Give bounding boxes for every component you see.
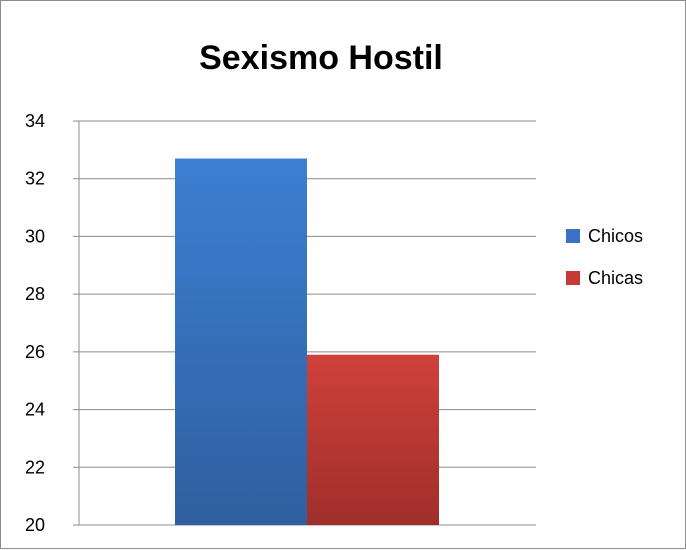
- legend-swatch-chicos: [566, 229, 580, 243]
- legend-item-chicas: Chicas: [566, 268, 643, 288]
- y-tick-label: 26: [25, 342, 45, 362]
- bar-chicas: [307, 354, 439, 525]
- legend-swatch-chicas: [566, 271, 580, 285]
- y-tick-label: 28: [25, 284, 45, 304]
- y-tick-label: 34: [25, 111, 45, 131]
- chart-title: Sexismo Hostil: [199, 39, 443, 77]
- legend-label-chicas: Chicas: [588, 267, 644, 288]
- legend-item-chicos: Chicos: [566, 226, 643, 246]
- y-tick-label: 32: [25, 169, 45, 189]
- y-tick-label: 22: [25, 457, 45, 477]
- bar-chicos: [175, 158, 307, 525]
- y-tick-label: 20: [25, 515, 45, 535]
- y-tick-label: 30: [25, 226, 45, 246]
- legend: Chicos Chicas: [566, 226, 643, 310]
- legend-label-chicos: Chicos: [588, 225, 644, 246]
- y-tick-label: 24: [25, 400, 45, 420]
